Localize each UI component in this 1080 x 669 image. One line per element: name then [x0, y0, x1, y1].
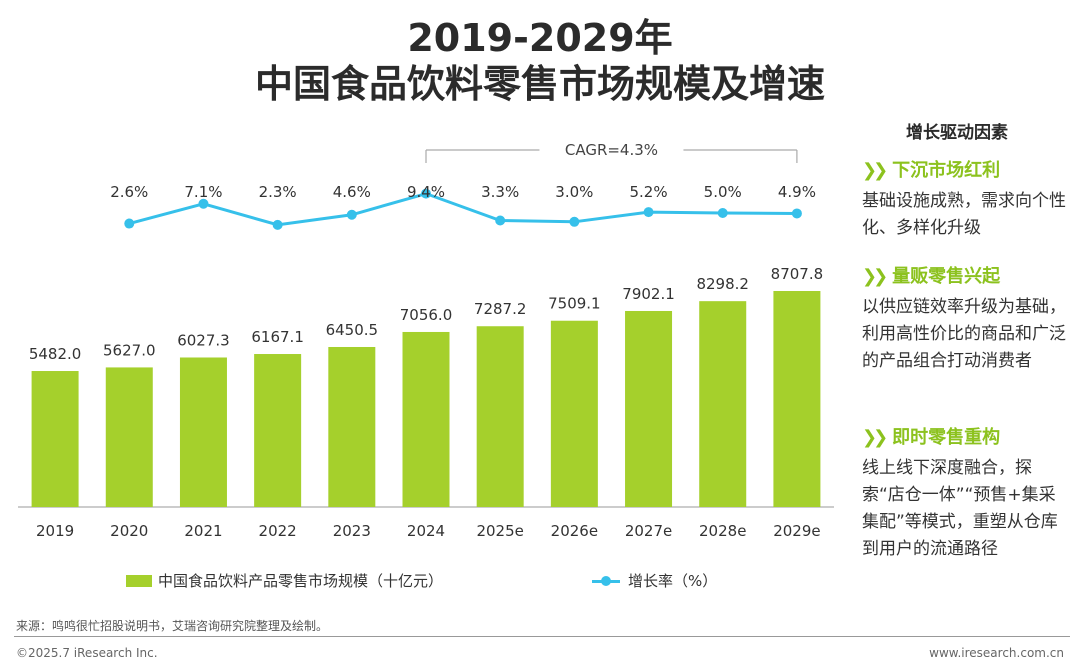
growth-point-2026e [569, 216, 580, 227]
growth-point-2023 [346, 209, 357, 220]
growth-rate-line [128, 192, 797, 227]
website: www.iresearch.com.cn [929, 646, 1064, 660]
bar-value-label: 7056.0 [400, 306, 453, 324]
driver-3-title: 即时零售重构 [892, 427, 1001, 448]
cagr-label: CAGR=4.3% [565, 141, 658, 159]
copyright: ©2025.7 iResearch Inc. [16, 646, 158, 660]
bar-value-label: 5482.0 [29, 345, 82, 363]
drivers-heading: 增长驱动因素 [906, 123, 1008, 143]
growth-value-label: 4.9% [778, 183, 816, 201]
legend-line-swatch [592, 575, 620, 587]
x-tick-label: 2025e [476, 522, 523, 540]
growth-point-2020 [124, 218, 135, 229]
chevron-icon: ❯❯ [862, 427, 888, 448]
driver-1-title: 下沉市场红利 [892, 160, 1001, 181]
driver-2: ❯❯ 量贩零售兴起 以供应链效率升级为基础，利用高性价比的商品和广泛的产品组合打动… [862, 262, 1072, 375]
bar-2029e [773, 291, 821, 507]
x-tick-label: 2026e [551, 522, 598, 540]
growth-value-label: 7.1% [184, 183, 222, 201]
growth-point-2025e [495, 215, 506, 226]
x-tick-label: 2029e [773, 522, 820, 540]
chevron-icon: ❯❯ [862, 266, 888, 287]
legend-bar-swatch [126, 574, 152, 587]
bar-value-label: 8707.8 [771, 265, 824, 283]
x-tick-label: 2021 [184, 522, 222, 540]
bar-value-label: 6167.1 [251, 328, 304, 346]
driver-3: ❯❯ 即时零售重构 线上线下深度融合，探索“店仓一体”“预售+集采集配”等模式，重… [862, 423, 1072, 563]
x-tick-label: 2020 [110, 522, 148, 540]
bar-value-label: 7902.1 [622, 285, 675, 303]
growth-value-label: 2.3% [259, 183, 297, 201]
x-tick-label: 2022 [259, 522, 297, 540]
bar-value-label: 6450.5 [326, 321, 379, 339]
bar-value-label: 7287.2 [474, 300, 527, 318]
bar-value-label: 8298.2 [696, 275, 749, 293]
legend-line-label: 增长率（%） [628, 572, 718, 590]
chevron-icon: ❯❯ [862, 160, 888, 181]
bar-2022 [254, 354, 302, 507]
x-tick-label: 2023 [333, 522, 371, 540]
footer-divider [14, 636, 1070, 637]
growth-value-label: 3.0% [555, 183, 593, 201]
chart-title-line2: 中国食品饮料零售市场规模及增速 [254, 62, 825, 106]
growth-value-label: 2.6% [110, 183, 148, 201]
growth-point-2022 [272, 219, 283, 230]
driver-2-desc: 以供应链效率升级为基础，利用高性价比的商品和广泛的产品组合打动消费者 [862, 297, 1066, 371]
growth-value-label: 5.0% [704, 183, 742, 201]
driver-2-title: 量贩零售兴起 [892, 266, 1001, 287]
bar-2019 [31, 371, 79, 507]
driver-1-title-row: ❯❯ 下沉市场红利 [862, 156, 1072, 182]
driver-1-desc: 基础设施成熟，需求向个性化、多样化升级 [862, 191, 1066, 238]
growth-point-2024 [421, 188, 431, 199]
driver-3-desc: 线上线下深度融合，探索“店仓一体”“预售+集采集配”等模式，重塑从仓库到用户的流… [862, 458, 1058, 559]
x-tick-label: 2024 [407, 522, 445, 540]
bar-2026e [550, 320, 598, 507]
growth-point-2021 [198, 198, 209, 209]
growth-value-label: 4.6% [333, 183, 371, 201]
x-tick-label: 2028e [699, 522, 746, 540]
bar-value-label: 7509.1 [548, 295, 601, 313]
legend-bar-label: 中国食品饮料产品零售市场规模（十亿元） [158, 572, 444, 590]
bar-2028e [699, 301, 747, 507]
bar-2027e [625, 310, 673, 507]
driver-2-title-row: ❯❯ 量贩零售兴起 [862, 262, 1072, 288]
bar-2021 [179, 357, 227, 507]
growth-point-2029e [791, 208, 802, 219]
growth-value-label: 9.4% [407, 183, 445, 201]
chart-title-line1: 2019-2029年 [407, 16, 673, 60]
growth-point-2027e [643, 207, 654, 218]
x-tick-label: 2027e [625, 522, 672, 540]
source-note: 来源：鸣鸣很忙招股说明书，艾瑞咨询研究院整理及绘制。 [16, 619, 329, 633]
growth-value-label: 5.2% [629, 183, 667, 201]
bar-value-label: 6027.3 [177, 331, 230, 349]
x-tick-label: 2019 [36, 522, 74, 540]
bar-2023 [328, 346, 376, 507]
driver-1: ❯❯ 下沉市场红利 基础设施成熟，需求向个性化、多样化升级 [862, 156, 1072, 242]
growth-value-label: 3.3% [481, 183, 519, 201]
bar-2025e [476, 326, 524, 507]
bar-value-label: 5627.0 [103, 341, 156, 359]
legend-line: 增长率（%） [592, 570, 717, 591]
growth-point-2028e [717, 208, 728, 218]
bar-2024 [402, 331, 450, 507]
legend-bar: 中国食品饮料产品零售市场规模（十亿元） [126, 570, 443, 591]
driver-3-title-row: ❯❯ 即时零售重构 [862, 423, 1072, 449]
bar-2020 [105, 367, 153, 507]
